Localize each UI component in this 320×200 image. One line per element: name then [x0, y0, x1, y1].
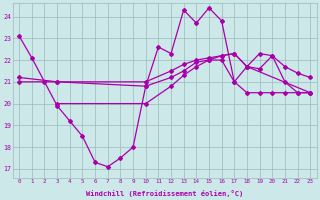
- X-axis label: Windchill (Refroidissement éolien,°C): Windchill (Refroidissement éolien,°C): [86, 190, 243, 197]
